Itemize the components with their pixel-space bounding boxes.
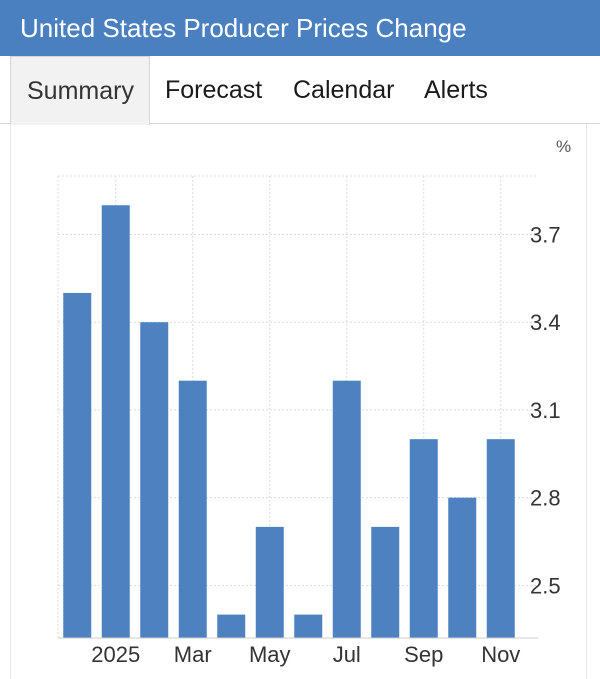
y-unit-label: % [556,137,571,156]
x-tick-label: May [249,642,291,667]
tab-summary[interactable]: Summary [10,56,150,125]
bar [140,322,169,638]
bar [255,526,284,638]
tab-alerts-label: Alerts [424,75,488,104]
bar [63,292,92,638]
tab-calendar[interactable]: Calendar [293,56,394,124]
bar [448,497,477,638]
tab-alerts[interactable]: Alerts [424,56,488,124]
tab-forecast[interactable]: Forecast [165,56,262,124]
y-tick-label: 2.8 [530,486,561,511]
panel-right-border [586,124,587,679]
y-tick-label: 3.1 [530,398,561,423]
x-tick-label: Mar [174,642,212,667]
x-tick-label: 2025 [91,642,140,667]
x-tick-label: Jul [333,642,361,667]
bar [178,380,207,638]
bar [409,439,438,638]
bar [332,380,361,638]
page-header: United States Producer Prices Change [0,0,600,56]
x-tick-label: Nov [481,642,520,667]
bar [486,439,515,638]
y-tick-label: 3.7 [530,222,561,247]
bar [101,205,130,638]
x-tick-label: Sep [404,642,443,667]
tab-bar: Summary Forecast Calendar Alerts [0,56,600,125]
bar [294,614,323,638]
tab-calendar-label: Calendar [293,75,395,104]
panel-left-border [10,124,11,679]
y-tick-label: 2.5 [530,573,561,598]
bar [217,614,246,638]
page-title: United States Producer Prices Change [20,12,467,43]
bar [371,526,400,638]
tab-forecast-label: Forecast [165,75,263,104]
tab-summary-label: Summary [27,76,134,105]
y-tick-label: 3.4 [530,310,561,335]
bar-chart: 2.5 2.8 3.1 3.4 3.7 2025 Mar May Jul Sep Nov% [57,137,571,667]
